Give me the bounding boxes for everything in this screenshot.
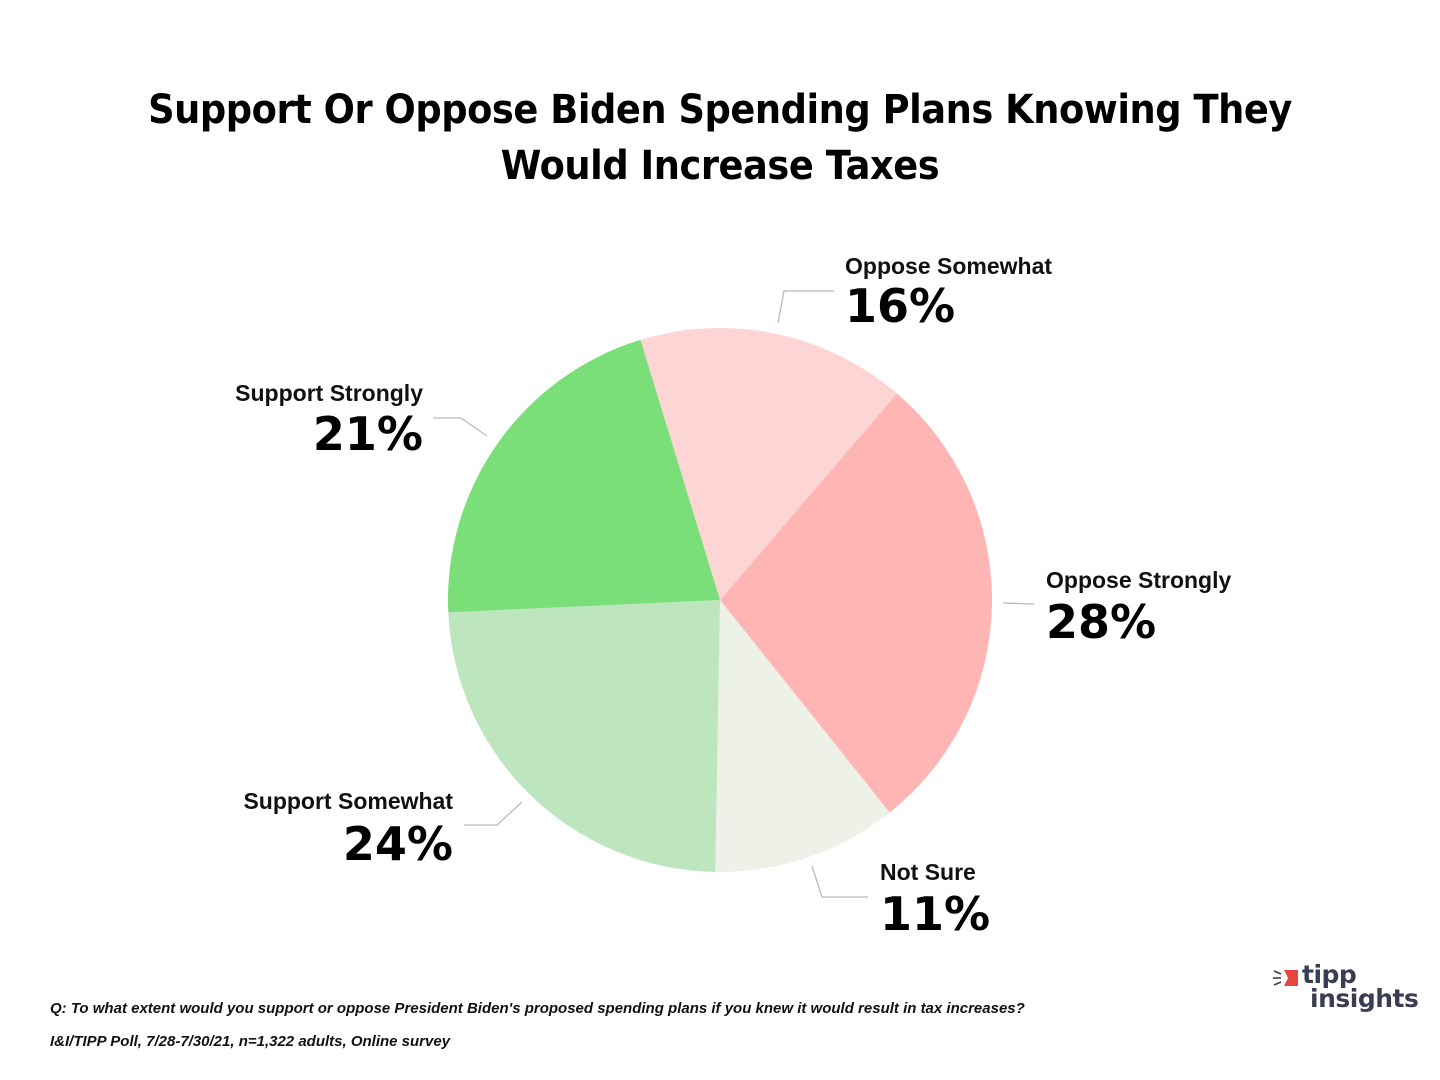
slice-value-label: 28% [1046, 595, 1156, 649]
slice-value-label: 16% [845, 279, 955, 333]
chart-title: Support Or Oppose Biden Spending Plans K… [58, 82, 1383, 194]
logo-text-tipp: tipp [1302, 960, 1357, 989]
pie-slice-oppose-somewhat [640, 327, 898, 600]
tipp-insights-logo: tipp insights [1272, 962, 1422, 1018]
pie-slice-oppose-strongly [720, 393, 992, 813]
pie-slices [448, 327, 992, 872]
logo-mark-icon [1273, 970, 1298, 986]
slice-value-label: 24% [343, 817, 453, 871]
slice-label: Oppose Strongly [1046, 567, 1232, 593]
slice-label: Support Somewhat [243, 788, 453, 814]
slice-label: Oppose Somewhat [845, 253, 1052, 279]
slice-label: Support Strongly [235, 380, 423, 406]
footer-source: I&I/TIPP Poll, 7/28-7/30/21, n=1,322 adu… [50, 1033, 451, 1050]
footer-question: Q: To what extent would you support or o… [50, 1000, 1025, 1017]
leader-line [433, 417, 488, 437]
chart-title-line-1: Support Or Oppose Biden Spending Plans K… [148, 87, 1292, 133]
leader-line [1002, 602, 1035, 605]
chart-title-line-2: Would Increase Taxes [500, 143, 940, 189]
slice-value-label: 11% [880, 887, 990, 941]
pie-slice-support-somewhat [448, 600, 720, 872]
slice-label: Not Sure [880, 859, 976, 885]
pie-slice-not-sure [715, 600, 890, 872]
leader-lines [433, 290, 1035, 898]
leader-line [464, 801, 523, 826]
pie-slice-support-strongly [448, 339, 720, 613]
logo-text-insights: insights [1310, 984, 1419, 1013]
slice-value-label: 21% [313, 407, 423, 461]
leader-line [777, 290, 834, 324]
leader-line [811, 865, 868, 898]
